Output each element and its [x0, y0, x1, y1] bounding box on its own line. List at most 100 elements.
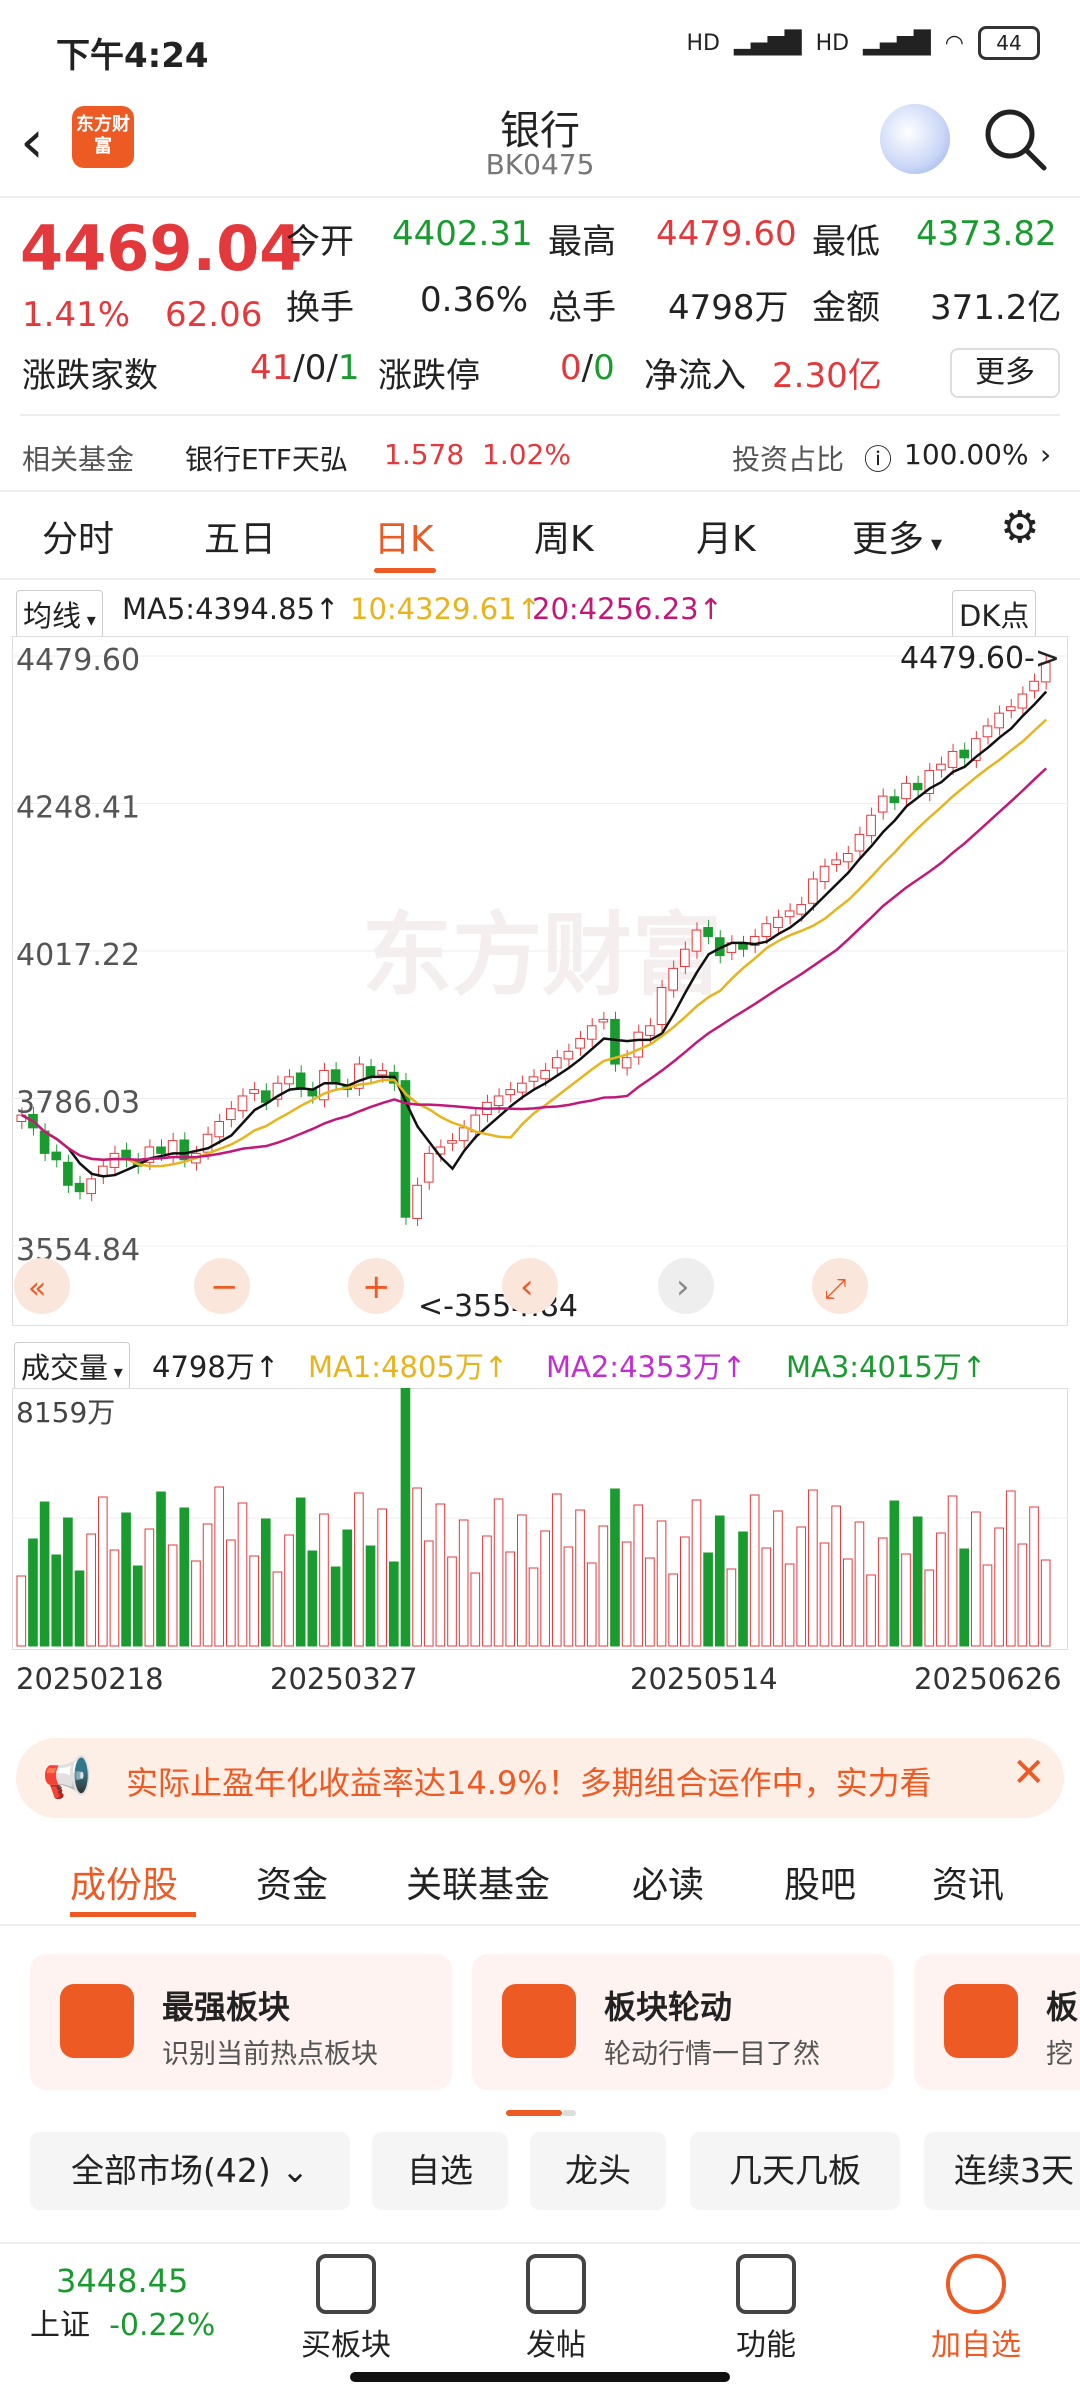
rewind-icon[interactable]: «	[28, 1271, 46, 1306]
more-button[interactable]: 更多	[950, 348, 1060, 398]
settings-gear-icon[interactable]: ⚙	[1000, 502, 1040, 553]
zoom-out-icon[interactable]: −	[210, 1267, 239, 1307]
status-icons: HD ▂▄▆█ HD ▂▄▆█ ◠ 44	[686, 26, 1040, 60]
filter-chips: 全部市场(42) ⌄ 自选 龙头 几天几板 连续3天	[0, 2132, 1080, 2210]
volume-select[interactable]: 成交量 ▾	[14, 1342, 130, 1390]
prev-icon[interactable]: ‹	[520, 1267, 534, 1307]
candle	[214, 1120, 225, 1138]
volume-bar	[202, 1523, 213, 1647]
kline-chart[interactable]: 东方财富 4479.604248.414017.223786.033554.84…	[12, 636, 1068, 1326]
post-button[interactable]: 发帖	[486, 2254, 626, 2364]
help-icon[interactable]: ⓘ	[864, 443, 893, 476]
tab-weekly-k[interactable]: 周K	[534, 519, 594, 560]
next-icon[interactable]: ›	[676, 1267, 690, 1307]
volume-bar	[447, 1556, 457, 1647]
filter-all-markets[interactable]: 全部市场(42) ⌄	[30, 2132, 350, 2210]
tab-components[interactable]: 成份股	[70, 1865, 179, 1906]
candle	[179, 1139, 190, 1161]
volume-bar	[121, 1512, 131, 1647]
assistant-avatar[interactable]	[880, 104, 950, 174]
volume-bar	[947, 1495, 958, 1647]
filter-boards[interactable]: 几天几板	[690, 2132, 900, 2210]
volume-legend: 成交量 ▾ 4798万↑ MA1:4805万↑ MA2:4353万↑ MA3:4…	[0, 1340, 1080, 1390]
updown-counts: 41/0/1	[250, 348, 360, 388]
updown-label: 涨跌家数	[22, 356, 158, 396]
candle	[249, 1089, 259, 1094]
card-partial[interactable]: 板 挖	[914, 1954, 1080, 2090]
volume-bar	[971, 1511, 981, 1647]
candle	[761, 923, 772, 937]
candle	[202, 1133, 213, 1153]
volume-bar	[645, 1557, 655, 1647]
tab-related-funds[interactable]: 关联基金	[406, 1865, 551, 1906]
volume-bar	[796, 1526, 807, 1647]
open-label: 今开	[286, 222, 354, 262]
candle	[1017, 693, 1028, 709]
y-tick-label: 4479.60	[16, 643, 140, 678]
card-strongest-sector[interactable]: 最强板块 识别当前热点板块	[30, 1954, 452, 2090]
volume-bar	[761, 1547, 772, 1647]
tab-monthly-k[interactable]: 月K	[696, 519, 756, 560]
volume-bar	[563, 1546, 574, 1647]
volume-bar	[39, 1501, 50, 1647]
promo-banner[interactable]: 📢 实际止盈年化收益率达14.9%！多期组合运作中，实力看 ✕	[16, 1738, 1064, 1818]
volume-bar	[994, 1527, 1004, 1647]
high-marker: 4479.60->	[900, 641, 1060, 676]
index-pct: -0.22%	[109, 2308, 216, 2343]
volume-bar	[295, 1497, 306, 1647]
filter-watchlist[interactable]: 自选	[372, 2132, 508, 2210]
volume-bar	[400, 1388, 411, 1647]
tab-forum[interactable]: 股吧	[784, 1865, 857, 1906]
tab-more[interactable]: 更多 ▾	[852, 519, 943, 560]
candle	[330, 1069, 341, 1084]
tab-intraday[interactable]: 分时	[42, 519, 115, 560]
volume-bar	[784, 1563, 795, 1647]
volume-bar	[714, 1515, 725, 1647]
home-indicator	[350, 2372, 730, 2382]
candle	[936, 763, 946, 771]
tab-daily-k[interactable]: 日K	[374, 519, 434, 560]
candle	[749, 935, 760, 946]
high-value: 4479.60	[656, 214, 797, 254]
candle	[260, 1090, 271, 1103]
add-watchlist-button[interactable]: 加自选	[906, 2254, 1046, 2364]
filter-leaders[interactable]: 龙头	[530, 2132, 666, 2210]
dk-point-button[interactable]: DK点	[952, 590, 1037, 638]
tab-must-read[interactable]: 必读	[632, 1865, 705, 1906]
back-arrow-icon[interactable]: ‹	[20, 107, 44, 177]
tab-five-day[interactable]: 五日	[204, 519, 277, 560]
volume-bar	[889, 1500, 900, 1647]
volume-bar	[726, 1568, 737, 1647]
volume-max-label: 8159万	[16, 1396, 115, 1429]
volume-bar	[97, 1496, 108, 1647]
index-ticker[interactable]: 3448.45 上证 -0.22%	[30, 2262, 215, 2344]
zoom-in-icon[interactable]: +	[362, 1267, 391, 1307]
close-icon[interactable]: ✕	[1012, 1750, 1046, 1796]
buy-sector-button[interactable]: 买板块	[276, 2254, 416, 2364]
expand-icon[interactable]: ⤢	[824, 1272, 846, 1305]
card-sector-rotation[interactable]: 板块轮动 轮动行情一目了然	[472, 1954, 894, 2090]
ma-select[interactable]: 均线 ▾	[16, 590, 103, 638]
volume-bar	[551, 1493, 562, 1647]
related-fund-row[interactable]: 相关基金 银行ETF天弘 1.578 1.02% 投资占比 ⓘ 100.00% …	[0, 428, 1080, 490]
candle	[423, 1152, 434, 1183]
candle	[575, 1038, 585, 1049]
amount-label: 金额	[812, 288, 880, 328]
tab-news[interactable]: 资讯	[932, 1865, 1005, 1906]
chart-board-icon	[60, 1984, 134, 2058]
date-tick: 20250626	[914, 1662, 1062, 1696]
candle	[412, 1184, 422, 1219]
volume-bar	[842, 1558, 853, 1647]
search-icon[interactable]	[980, 104, 1050, 174]
volume-bar	[86, 1533, 96, 1647]
tab-funds[interactable]: 资金	[256, 1865, 329, 1906]
candle	[505, 1089, 516, 1096]
filter-consecutive[interactable]: 连续3天	[924, 2132, 1080, 2210]
card-subtitle: 挖	[1046, 2039, 1073, 2070]
volume-bar	[132, 1565, 143, 1647]
volume-bar	[388, 1561, 399, 1647]
volume-bar	[633, 1504, 644, 1647]
candle	[540, 1069, 550, 1080]
functions-button[interactable]: 功能	[696, 2254, 836, 2364]
candle	[400, 1080, 411, 1218]
